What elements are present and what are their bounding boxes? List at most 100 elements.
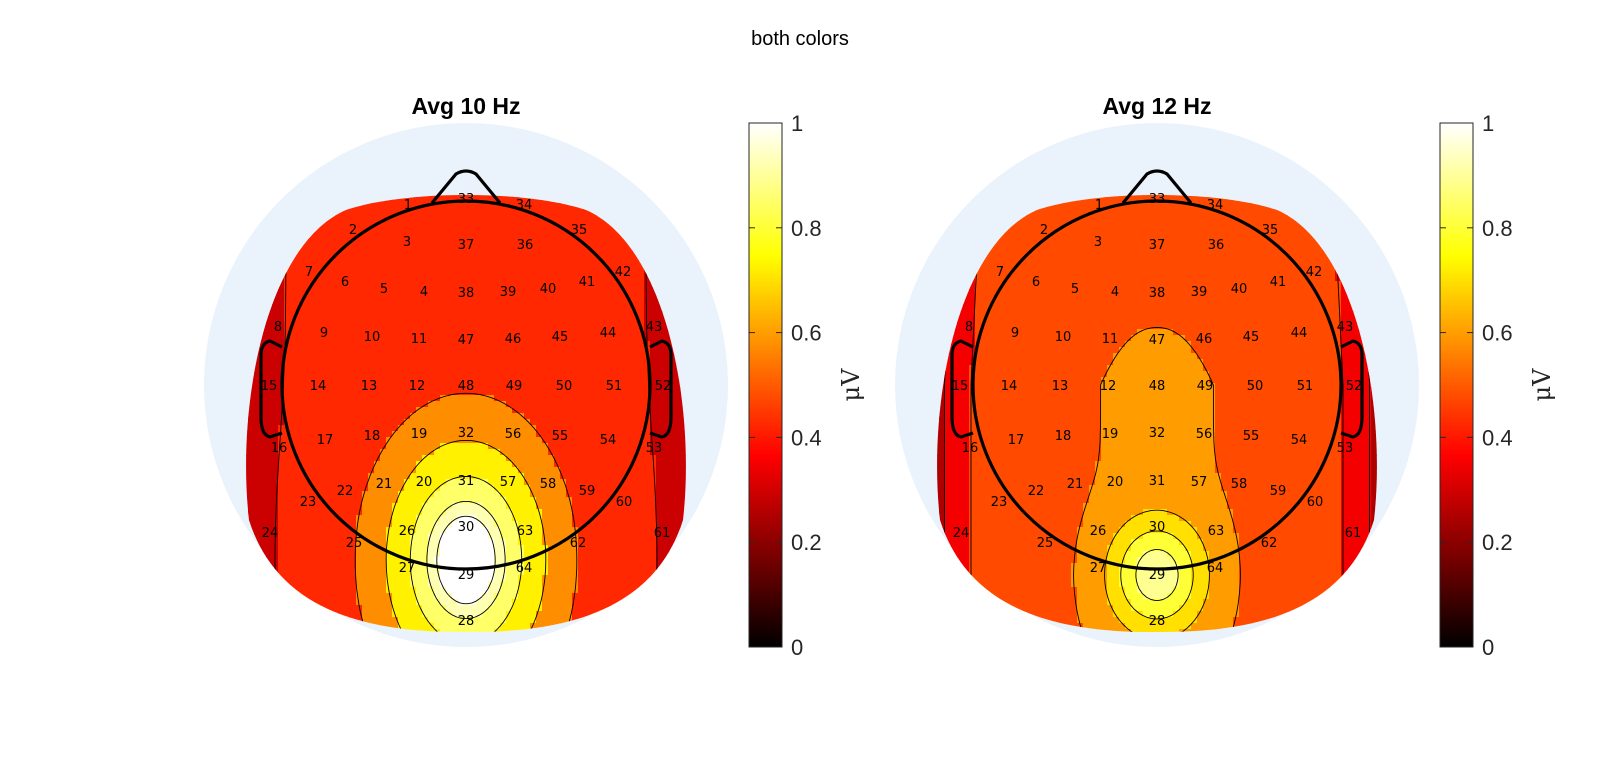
electrode-label: 8 xyxy=(965,320,973,335)
electrode-label: 28 xyxy=(458,614,475,629)
electrode-label: 54 xyxy=(600,433,617,448)
electrode-label: 20 xyxy=(1107,475,1124,490)
electrode-label: 32 xyxy=(458,426,475,441)
electrode-label: 58 xyxy=(540,477,557,492)
electrode-label: 23 xyxy=(991,495,1008,510)
electrode-label: 9 xyxy=(1011,326,1019,341)
electrode-label: 14 xyxy=(310,379,327,394)
colorbar-tick-label: 1 xyxy=(791,111,803,136)
electrode-label: 21 xyxy=(376,477,393,492)
electrode-label: 24 xyxy=(953,526,970,541)
contour-line xyxy=(1073,327,1241,633)
electrode-label: 42 xyxy=(615,265,632,280)
electrode-label: 5 xyxy=(1071,282,1079,297)
colorbar-tick-label: 1 xyxy=(1482,111,1494,136)
electrode-label: 62 xyxy=(1261,536,1278,551)
electrode-label: 42 xyxy=(1306,265,1323,280)
electrode-label: 48 xyxy=(1149,379,1166,394)
electrode-label: 53 xyxy=(646,441,663,456)
colorbar-tick-label: 0.8 xyxy=(791,216,822,241)
electrode-label: 40 xyxy=(1231,282,1248,297)
colorbar-tick-label: 0.2 xyxy=(791,530,822,555)
electrode-label: 47 xyxy=(1149,333,1166,348)
electrode-label: 12 xyxy=(409,379,426,394)
electrode-label: 26 xyxy=(399,524,416,539)
electrode-label: 18 xyxy=(1055,429,1072,444)
electrode-label: 2 xyxy=(1040,223,1048,238)
electrode-label: 3 xyxy=(1094,235,1102,250)
head-circle xyxy=(280,199,652,571)
electrode-label: 27 xyxy=(1090,561,1107,576)
electrode-label: 39 xyxy=(1191,285,1208,300)
electrode-label: 57 xyxy=(500,475,517,490)
electrode-label: 45 xyxy=(552,330,569,345)
head-outline xyxy=(950,169,1364,571)
electrode-label: 35 xyxy=(1262,223,1279,238)
electrode-label: 4 xyxy=(1111,285,1119,300)
colorbar-gradient xyxy=(748,122,783,648)
electrode-label: 49 xyxy=(506,379,523,394)
contour-line xyxy=(385,439,547,633)
electrode-label: 7 xyxy=(305,265,313,280)
electrode-label: 56 xyxy=(505,427,522,442)
scalp-map xyxy=(937,195,1377,633)
colorbar: 0 0.2 0.4 0.6 0.8 1 μV xyxy=(748,111,865,660)
electrode-label: 50 xyxy=(1247,379,1264,394)
colorbar-tick-label: 0.4 xyxy=(1482,425,1513,450)
electrode-label: 24 xyxy=(262,526,279,541)
electrode-label: 49 xyxy=(1197,379,1214,394)
contour-line xyxy=(1135,549,1179,601)
left-ear-icon xyxy=(259,339,283,439)
nose-icon xyxy=(1121,169,1193,205)
electrode-label: 51 xyxy=(1297,379,1314,394)
electrode-label: 31 xyxy=(1149,474,1166,489)
electrode-label: 6 xyxy=(1032,275,1040,290)
panel-title: Avg 12 Hz xyxy=(1102,93,1211,119)
electrode-label: 57 xyxy=(1191,475,1208,490)
figure-title: both colors xyxy=(751,28,849,50)
electrode-label: 14 xyxy=(1001,379,1018,394)
electrode-label: 60 xyxy=(616,495,633,510)
electrode-label: 11 xyxy=(411,332,428,347)
right-ear-icon xyxy=(649,339,673,439)
electrode-label: 22 xyxy=(337,484,354,499)
electrode-label: 37 xyxy=(1149,238,1166,253)
electrode-label: 64 xyxy=(516,561,533,576)
electrode-label: 29 xyxy=(458,568,475,583)
colorbar-tick-label: 0.6 xyxy=(791,321,822,346)
electrode-label: 16 xyxy=(271,441,288,456)
electrode-label: 31 xyxy=(458,474,475,489)
colorbar-label: μV xyxy=(1528,368,1556,402)
electrode-label: 40 xyxy=(540,282,557,297)
electrode-label: 60 xyxy=(1307,495,1324,510)
electrode-label: 41 xyxy=(1270,275,1287,290)
electrode-label: 10 xyxy=(364,330,381,345)
colorbar-tick-label: 0.2 xyxy=(1482,530,1513,555)
electrode-label: 33 xyxy=(458,192,475,207)
electrode-label: 55 xyxy=(1243,429,1260,444)
electrode-label: 26 xyxy=(1090,524,1107,539)
colorbar-tick-label: 0 xyxy=(791,635,803,660)
head-outline xyxy=(259,169,673,571)
electrode-label: 35 xyxy=(571,223,588,238)
electrode-label: 58 xyxy=(1231,477,1248,492)
electrode-label: 13 xyxy=(361,379,378,394)
electrode-label: 38 xyxy=(458,286,475,301)
electrode-label: 34 xyxy=(1207,198,1224,213)
electrode-label: 41 xyxy=(579,275,596,290)
electrode-label: 19 xyxy=(1102,427,1119,442)
electrode-label: 64 xyxy=(1207,561,1224,576)
right-ear-icon xyxy=(1340,339,1364,439)
electrode-label: 18 xyxy=(364,429,381,444)
colorbar-label: μV xyxy=(837,368,865,402)
electrode-label: 5 xyxy=(380,282,388,297)
electrode-label: 22 xyxy=(1028,484,1045,499)
colorbar-tick-label: 0.8 xyxy=(1482,216,1513,241)
electrode-label: 56 xyxy=(1196,427,1213,442)
electrode-label: 44 xyxy=(600,326,617,341)
colorbar: 0 0.2 0.4 0.6 0.8 1 μV xyxy=(1439,111,1556,660)
electrode-label: 59 xyxy=(579,484,596,499)
electrode-label: 53 xyxy=(1337,441,1354,456)
